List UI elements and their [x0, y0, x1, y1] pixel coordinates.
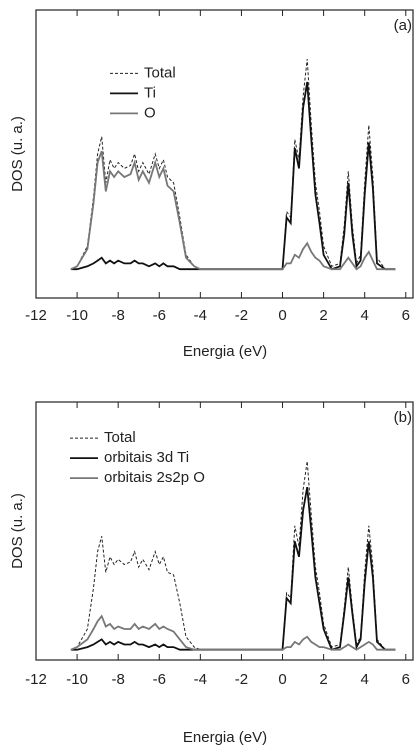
x-tick-label: -2	[235, 671, 248, 688]
x-tick-label: -6	[153, 307, 166, 324]
series-line	[70, 614, 396, 651]
x-tick-label: -12	[25, 671, 47, 688]
series-line	[70, 461, 396, 651]
x-tick-label: 0	[278, 671, 286, 688]
plot-frame	[35, 9, 414, 299]
x-tick-label: -10	[66, 307, 88, 324]
x-tick-label: -8	[112, 671, 125, 688]
legend-label: Total	[144, 64, 176, 81]
legend-label: Total	[104, 429, 136, 446]
legend-label: orbitais 2s2p O	[104, 469, 205, 486]
series-line	[70, 81, 396, 271]
x-axis-label: Energia (eV)	[183, 729, 267, 746]
x-tick-label: -2	[235, 307, 248, 324]
x-axis-label: Energia (eV)	[183, 343, 267, 360]
x-tick-label: -10	[66, 671, 88, 688]
plot-frame	[35, 401, 414, 661]
x-tick-label: -6	[153, 671, 166, 688]
series-line	[70, 150, 396, 271]
x-tick-label: -12	[25, 307, 47, 324]
x-tick-label: -4	[194, 307, 207, 324]
legend-label: orbitais 3d Ti	[104, 449, 189, 466]
x-tick-label: 4	[361, 307, 369, 324]
x-tick-label: 4	[361, 671, 369, 688]
x-tick-label: 0	[278, 307, 286, 324]
legend-label: Ti	[144, 84, 156, 101]
legend-label: O	[144, 104, 156, 121]
x-tick-label: 2	[319, 307, 327, 324]
panel-label: (b)	[394, 409, 412, 426]
series-line	[70, 58, 396, 270]
x-tick-label: 2	[319, 671, 327, 688]
x-tick-label: 6	[402, 671, 410, 688]
y-axis-label: DOS (u. a.)	[9, 116, 26, 192]
series-line	[70, 486, 396, 651]
x-tick-label: -4	[194, 671, 207, 688]
x-tick-label: 6	[402, 307, 410, 324]
y-axis-label: DOS (u. a.)	[9, 493, 26, 569]
panel-label: (a)	[394, 17, 412, 34]
x-tick-label: -8	[112, 307, 125, 324]
